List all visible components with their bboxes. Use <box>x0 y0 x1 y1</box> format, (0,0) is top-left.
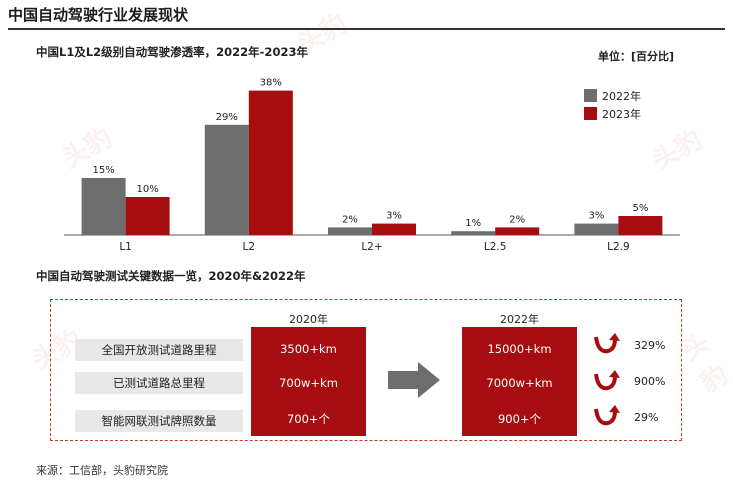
data-label: 2% <box>342 214 358 225</box>
legend-swatch <box>584 107 597 120</box>
x-tick-label: L2 <box>243 241 256 253</box>
chart-title: 中国L1及L2级别自动驾驶渗透率，2022年-2023年 <box>36 45 308 59</box>
x-tick-label: L2+ <box>361 241 382 253</box>
value-2020: 700w+km <box>279 376 338 390</box>
legend-swatch <box>584 89 597 102</box>
bar-2022 <box>574 223 619 235</box>
bar-2022 <box>328 227 372 235</box>
value-2020: 700+个 <box>286 412 331 426</box>
page-title: 中国自动驾驶行业发展现状 <box>8 6 189 24</box>
bar-2023 <box>125 197 170 235</box>
data-label: 3% <box>386 211 402 222</box>
growth-arrow-icon <box>594 370 620 391</box>
bar-2022 <box>81 178 126 235</box>
data-label: 3% <box>588 211 604 222</box>
watermark: 头豹 <box>677 327 733 399</box>
value-2022: 15000+km <box>487 342 552 356</box>
data-label: 1% <box>465 218 481 229</box>
data-label: 2% <box>509 214 525 225</box>
growth-percent: 29% <box>634 411 659 424</box>
bar-2023 <box>372 223 416 235</box>
growth-arrow-icon <box>594 333 620 354</box>
data-label: 15% <box>92 165 114 176</box>
year-2020-header: 2020年 <box>289 313 328 326</box>
growth-percent: 329% <box>634 339 666 352</box>
metric-label: 智能网联测试牌照数量 <box>75 410 243 432</box>
arrow-right-icon <box>388 362 440 398</box>
bar-2023 <box>248 90 293 235</box>
legend-label: 2022年 <box>602 89 641 103</box>
bar-chart: 15% 10% L1 29% 38% L2 2% 3% L2+ 1% 2% L2.5 3% 5% L2.9 2… <box>64 78 680 253</box>
bar-2023 <box>618 216 663 235</box>
data-label: 29% <box>216 112 238 123</box>
growth-percent: 900% <box>634 375 666 388</box>
bar-2023 <box>495 227 540 235</box>
value-2022: 7000w+km <box>486 376 553 390</box>
values-2022-block: 15000+km 7000w+km 900+个 <box>462 327 577 436</box>
data-label: 10% <box>136 184 158 195</box>
x-tick-label: L1 <box>119 241 132 253</box>
value-2022: 900+个 <box>497 412 542 426</box>
x-tick-label: L2.9 <box>607 241 630 253</box>
section2-title: 中国自动驾驶测试关键数据一览，2020年&2022年 <box>36 269 306 283</box>
metric-label: 全国开放测试道路里程 <box>75 339 243 361</box>
title-divider <box>8 28 725 30</box>
unit-label: 单位：[百分比] <box>598 50 675 63</box>
growth-arrow-icon <box>594 405 620 426</box>
data-label: 38% <box>260 78 282 89</box>
values-2020-block: 3500+km 700w+km 700+个 <box>251 327 366 436</box>
test-data-panel <box>50 299 682 441</box>
metric-label: 已测试道路总里程 <box>75 372 243 394</box>
bar-2022 <box>451 231 496 235</box>
source-note: 来源：工信部，头豹研究院 <box>36 464 168 477</box>
legend-label: 2023年 <box>602 107 641 121</box>
bar-2022 <box>204 124 249 235</box>
data-label: 5% <box>632 203 648 214</box>
x-tick-label: L2.5 <box>484 241 507 253</box>
year-2022-header: 2022年 <box>500 313 539 326</box>
value-2020: 3500+km <box>280 342 337 356</box>
